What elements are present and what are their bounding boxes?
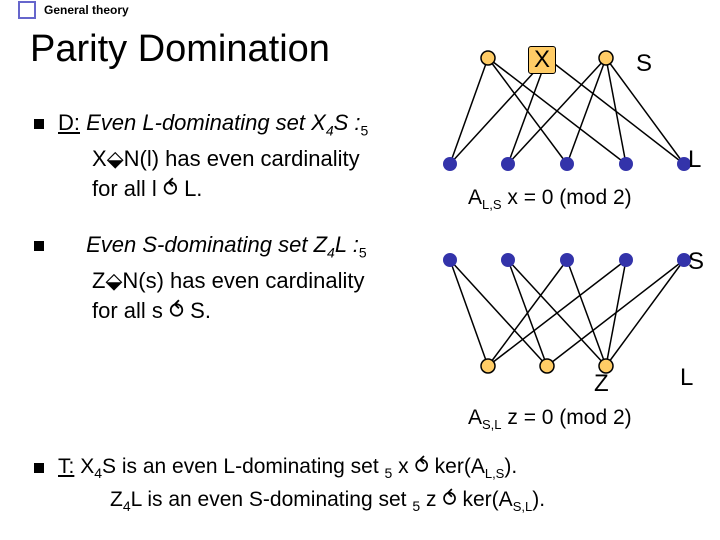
thm-prefix: T: — [58, 455, 74, 478]
thm-s4b: 4 — [123, 498, 131, 514]
main-content: D: Even L-dominating set X4S :5 X⬙N(l) h… — [20, 110, 440, 326]
g2-eqn-a: A — [468, 406, 482, 429]
g2-eqn-sub: S,L — [482, 417, 502, 432]
thm-t1b: S is an even L-dominating set — [102, 455, 385, 478]
def-prefix: D: — [58, 110, 80, 135]
thm-subLS: L,S — [485, 466, 505, 481]
def-b1b: N(l) has even cardinality — [124, 146, 360, 171]
thm-t1a: X — [80, 455, 94, 478]
graph2-eqn: AS,L z = 0 (mod 2) — [468, 406, 632, 432]
thm-t2e: ). — [532, 488, 545, 511]
graph2-label-L: L — [680, 364, 693, 392]
g1-eqn-a: A — [468, 186, 482, 209]
even-b2a: for all s — [92, 298, 169, 323]
even-sub2: 5 — [359, 244, 367, 260]
bullet-icon — [34, 463, 44, 473]
g1-eqn-sub: L,S — [482, 197, 502, 212]
g1-eqn-b: x = 0 (mod 2) — [502, 186, 632, 209]
even-b1a: Z — [92, 268, 105, 293]
thm-line1: T: X4S is an even L-dominating set 5 x ⥀… — [58, 454, 517, 481]
element-icon: ⥀ — [163, 176, 178, 201]
thm-s5b: 5 — [412, 498, 420, 514]
bullet-icon — [34, 119, 44, 129]
even-body: Z⬙N(s) has even cardinality for all s ⥀ … — [92, 266, 440, 325]
even-b2b: S. — [184, 298, 211, 323]
def-text1b: S : — [334, 110, 361, 135]
thm-subSL: S,L — [513, 499, 533, 514]
thm-t1d: ker(A — [429, 455, 485, 478]
graph1-label-S: S — [636, 50, 652, 78]
def-row: D: Even L-dominating set X4S :5 — [20, 110, 440, 138]
graph-1 — [440, 48, 720, 198]
intersect-icon: ⬙ — [107, 146, 124, 171]
header-box-icon — [18, 1, 36, 19]
graph-2 — [440, 250, 720, 400]
def-b1a: X — [92, 146, 107, 171]
graph2-label-S: S — [688, 248, 704, 276]
thm-t1e: ). — [504, 455, 517, 478]
thm-s4: 4 — [94, 465, 102, 481]
element-icon: ⥀ — [414, 455, 428, 478]
theorem-block: T: X4S is an even L-dominating set 5 x ⥀… — [20, 454, 700, 514]
header-bar: General theory — [0, 0, 720, 20]
graph1-label-X: X — [528, 46, 556, 74]
thm-t2a: Z — [110, 488, 123, 511]
g2-eqn-b: z = 0 (mod 2) — [502, 406, 632, 429]
intersect-icon: ⬙ — [105, 268, 122, 293]
def-text1: Even L-dominating set X — [86, 110, 326, 135]
def-sub2: 5 — [361, 122, 369, 138]
def-b2b: L. — [178, 176, 202, 201]
def-b2a: for all l — [92, 176, 163, 201]
def-line: D: Even L-dominating set X4S :5 — [58, 110, 368, 138]
thm-t1c: x — [392, 455, 414, 478]
thm-t2c: z — [420, 488, 442, 511]
element-icon: ⥀ — [169, 298, 184, 323]
graph2-label-Z: Z — [594, 370, 609, 398]
thm-row: T: X4S is an even L-dominating set 5 x ⥀… — [20, 454, 700, 481]
header-section: General theory — [44, 3, 129, 17]
even-sub1: 4 — [327, 244, 335, 260]
graph1-eqn: AL,S x = 0 (mod 2) — [468, 186, 632, 212]
def-sub1: 4 — [326, 122, 334, 138]
even-row: D: Even S-dominating set Z4L :5 — [20, 232, 440, 260]
graph1-label-L: L — [688, 146, 701, 174]
even-line: D: Even S-dominating set Z4L :5 — [58, 232, 367, 260]
thm-line2: Z4L is an even S-dominating set 5 z ⥀ ke… — [110, 487, 700, 514]
thm-t2d: ker(A — [457, 488, 513, 511]
def-body: X⬙N(l) has even cardinality for all l ⥀ … — [92, 144, 440, 203]
even-b1b: N(s) has even cardinality — [122, 268, 364, 293]
element-icon: ⥀ — [442, 488, 456, 511]
even-text1: Even S-dominating set Z — [86, 232, 327, 257]
bullet-icon — [34, 241, 44, 251]
even-text1b: L : — [335, 232, 359, 257]
thm-t2b: L is an even S-dominating set — [131, 488, 413, 511]
